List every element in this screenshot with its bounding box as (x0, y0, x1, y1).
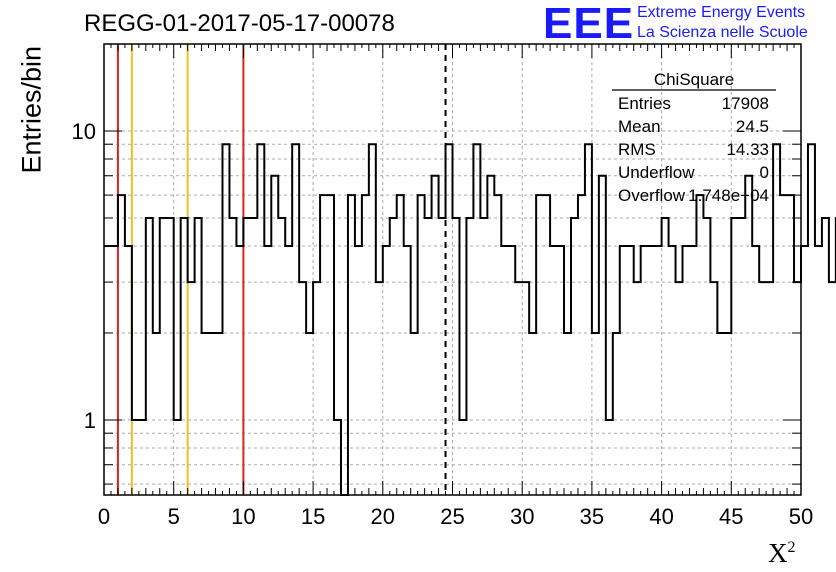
y-tick-label: 10 (72, 119, 96, 144)
axis-ticks (103, 44, 802, 495)
stats-mean-label: Mean (618, 117, 661, 136)
stats-underflow-label: Underflow (618, 163, 695, 182)
x-tick-label: 40 (649, 504, 673, 529)
grid-layer (104, 44, 801, 495)
x-tick-label: 20 (371, 504, 395, 529)
x-tick-label: 45 (719, 504, 743, 529)
x-tick-label: 10 (231, 504, 255, 529)
x-axis-label-text: X (768, 538, 788, 568)
x-tick-label: 50 (789, 504, 813, 529)
stats-rms-value: 14.33 (726, 140, 769, 159)
stats-mean-value: 24.5 (736, 117, 769, 136)
x-tick-label: 15 (301, 504, 325, 529)
y-axis-label: Entries/bin (16, 45, 47, 174)
x-axis-label: X2 (768, 538, 796, 569)
x-tick-label: 25 (440, 504, 464, 529)
stats-entries-value: 17908 (722, 94, 769, 113)
x-tick-label: 30 (510, 504, 534, 529)
x-tick-label: 0 (98, 504, 110, 529)
x-axis-label-superscript: 2 (787, 539, 796, 556)
stats-entries-label: Entries (618, 94, 671, 113)
tick-labels: 0 5 10 15 20 25 30 35 40 45 50 1 10 (72, 119, 814, 529)
histogram-step-line (104, 143, 836, 496)
y-tick-label: 1 (84, 408, 96, 433)
stats-rms-label: RMS (618, 140, 656, 159)
stats-underflow-value: 0 (760, 163, 769, 182)
eee-logo: EEE (543, 0, 635, 48)
stats-title: ChiSquare (654, 70, 734, 89)
marker-lines (116, 44, 447, 495)
x-tick-label: 5 (168, 504, 180, 529)
stats-box: ChiSquare Entries 17908 Mean 24.5 RMS 14… (612, 70, 776, 205)
plot-title: REGG-01-2017-05-17-00078 (84, 10, 395, 37)
stats-overflow-label: Overflow (618, 186, 686, 205)
x-tick-label: 35 (580, 504, 604, 529)
stats-overflow-value: 1.748e+04 (688, 186, 769, 205)
logo-caption-line2: La Scienza nelle Scuole (637, 24, 808, 41)
logo-caption-line1: Extreme Energy Events (637, 4, 806, 21)
